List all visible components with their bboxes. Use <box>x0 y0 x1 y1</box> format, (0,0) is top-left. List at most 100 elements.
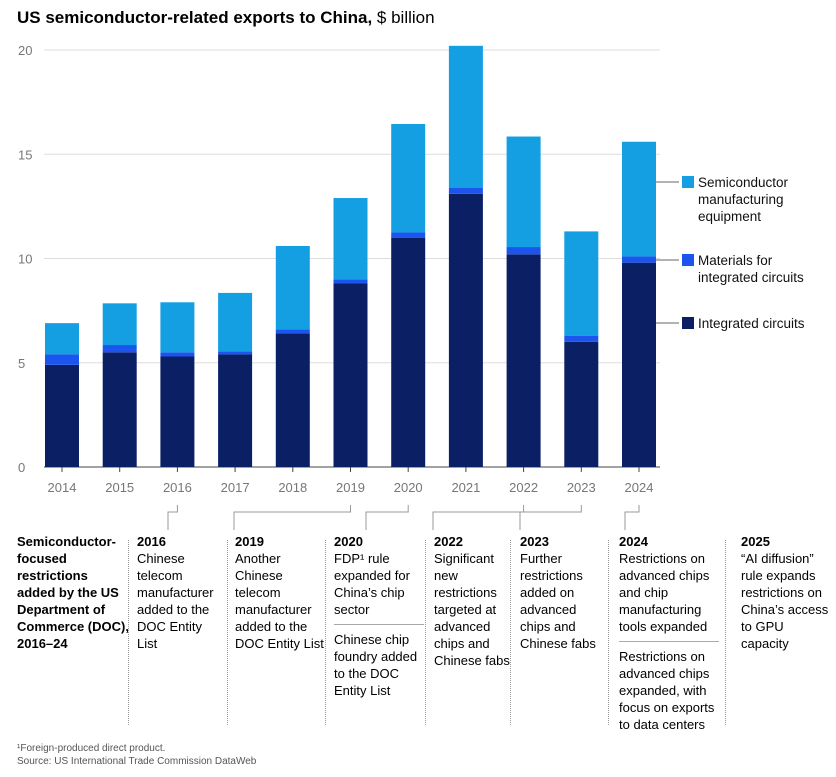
timeline-connector <box>432 505 525 530</box>
bar-2024-series-1 <box>622 256 656 263</box>
timeline-connector <box>167 505 178 530</box>
timeline-divider <box>128 540 129 725</box>
bar-2017-series-0 <box>218 354 253 467</box>
bar-2022-series-0 <box>506 254 541 467</box>
timeline-connector <box>365 505 409 530</box>
timeline-event-2016: 2016 Chinese telecom manufacturer added t… <box>137 533 225 652</box>
bar-2019-series-2 <box>333 198 368 280</box>
legend-swatch <box>682 317 694 329</box>
timeline-event-2022: 2022 Significant new restrictions targete… <box>434 533 516 669</box>
bar-2018-series-0 <box>275 333 310 467</box>
bar-2018-series-2 <box>275 245 310 330</box>
timeline-event-separator <box>619 641 719 642</box>
x-tick-label: 2020 <box>394 480 423 495</box>
timeline-event-text: FDP¹ rule expanded for China’s chip sect… <box>334 551 410 617</box>
legend-swatch <box>682 176 694 188</box>
timeline-divider <box>510 540 511 725</box>
y-tick-label: 15 <box>18 147 32 162</box>
x-tick-label: 2021 <box>451 480 480 495</box>
timeline-event-text-secondary: Chinese chip foundry added to the DOC En… <box>334 632 418 698</box>
y-tick-label: 5 <box>18 356 25 371</box>
bar-2023-series-0 <box>564 341 599 467</box>
bar-2020-series-0 <box>391 237 426 467</box>
timeline-event-separator <box>334 624 424 625</box>
timeline-event-text: Further restrictions added on advanced c… <box>520 551 596 651</box>
x-tick-label: 2018 <box>278 480 307 495</box>
timeline-event-text: Restrictions on advanced chips and chip … <box>619 551 710 634</box>
bar-2023-series-2 <box>564 231 599 336</box>
chart-title-unit: $ billion <box>372 8 435 27</box>
timeline-event-year: 2024 <box>619 534 648 549</box>
bar-2016-series-1 <box>160 352 195 357</box>
timeline-divider <box>227 540 228 725</box>
bar-2014-series-0 <box>45 364 79 467</box>
x-tick-label: 2014 <box>48 480 77 495</box>
bar-2019-series-0 <box>333 283 368 467</box>
x-tick-label: 2019 <box>336 480 365 495</box>
bar-2019-series-1 <box>333 279 368 284</box>
timeline-divider <box>608 540 609 725</box>
bar-2016-series-2 <box>160 302 195 353</box>
bar-2015-series-0 <box>102 352 137 467</box>
x-tick-label: 2017 <box>221 480 250 495</box>
timeline-divider <box>425 540 426 725</box>
bar-2017-series-2 <box>218 292 253 352</box>
timeline-divider <box>725 540 726 725</box>
timeline-event-2024: 2024 Restrictions on advanced chips and c… <box>619 533 719 733</box>
bar-2020-series-2 <box>391 124 426 233</box>
timeline-event-text-secondary: Restrictions on advanced chips expanded,… <box>619 649 715 732</box>
timeline-event-2025: 2025 “AI diffusion” rule expands restrict… <box>741 533 831 652</box>
timeline-event-text: Significant new restrictions targeted at… <box>434 551 510 668</box>
bar-2021-series-2 <box>448 45 483 188</box>
chart-title-main: US semiconductor-related exports to Chin… <box>17 8 373 27</box>
timeline-event-text: “AI diffusion” rule expands restrictions… <box>741 551 829 651</box>
bar-2015-series-1 <box>102 345 137 353</box>
timeline-connector <box>519 505 582 530</box>
footnote: ¹Foreign-produced direct product. Source… <box>17 742 256 768</box>
legend-swatch <box>682 254 694 266</box>
y-tick-label: 10 <box>18 252 32 267</box>
timeline-connector <box>233 505 351 530</box>
timeline-event-year: 2019 <box>235 534 264 549</box>
timeline-divider <box>325 540 326 725</box>
x-tick-label: 2016 <box>163 480 192 495</box>
bar-2015-series-2 <box>102 303 137 346</box>
legend-label: manufacturing <box>698 192 784 207</box>
x-tick-label: 2015 <box>105 480 134 495</box>
bar-2018-series-1 <box>275 329 310 334</box>
timeline-event-2020: 2020 FDP¹ rule expanded for China’s chip … <box>334 533 424 699</box>
bar-2017-series-1 <box>218 351 253 355</box>
legend-label: Integrated circuits <box>698 316 805 331</box>
y-tick-label: 20 <box>18 43 32 58</box>
bar-2020-series-1 <box>391 232 426 238</box>
bar-2021-series-1 <box>448 187 483 194</box>
bar-2024-series-2 <box>622 141 656 257</box>
bar-2024-series-0 <box>622 262 656 467</box>
stacked-bar-chart: 0 5 10 15 20 2014 2015 2016 2017 2018 2019 2020 2021… <box>18 43 805 530</box>
timeline-event-year: 2022 <box>434 534 463 549</box>
bar-2023-series-1 <box>564 335 599 342</box>
bar-2016-series-0 <box>160 356 195 467</box>
x-tick-label: 2022 <box>509 480 538 495</box>
timeline-event-2019: 2019 Another Chinese telecom manufacturer… <box>235 533 325 652</box>
timeline-event-2023: 2023 Further restrictions added on advanc… <box>520 533 604 652</box>
bar-2022-series-1 <box>506 247 541 255</box>
timeline-event-year: 2025 <box>741 534 770 549</box>
chart-title: US semiconductor-related exports to Chin… <box>17 8 435 28</box>
y-tick-label: 0 <box>18 460 25 475</box>
timeline-event-text: Another Chinese telecom manufacturer add… <box>235 551 324 651</box>
timeline-connector <box>624 505 640 530</box>
legend-label: Semiconductor <box>698 175 789 190</box>
timeline-label: Semiconductor-focused restrictions added… <box>17 534 129 651</box>
x-tick-label: 2024 <box>625 480 654 495</box>
bar-2021-series-0 <box>448 193 483 468</box>
footnote-source: Source: US International Trade Commissio… <box>17 756 257 767</box>
footnote-note: ¹Foreign-produced direct product. <box>17 743 166 754</box>
bar-2014-series-2 <box>45 323 79 355</box>
legend-label: Materials for <box>698 253 773 268</box>
bar-2022-series-2 <box>506 136 541 248</box>
timeline-event-year: 2016 <box>137 534 166 549</box>
timeline-event-text: Chinese telecom manufacturer added to th… <box>137 551 214 651</box>
bar-2014-series-1 <box>45 354 79 365</box>
timeline-event-year: 2020 <box>334 534 363 549</box>
